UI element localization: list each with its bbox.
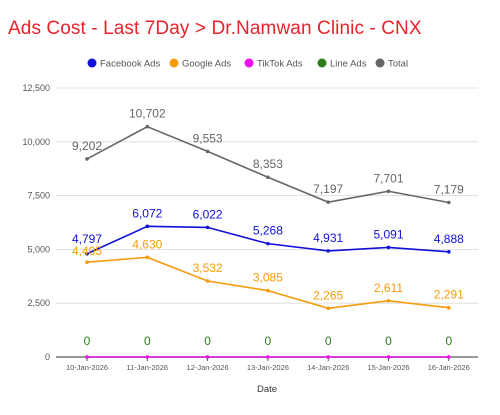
data-label-facebook-ads: 5,268 bbox=[253, 224, 283, 238]
data-point-total bbox=[447, 200, 451, 205]
legend-marker-line-ads bbox=[317, 58, 327, 68]
x-tick-label: 16-Jan-2026 bbox=[428, 363, 470, 372]
data-label-facebook-ads: 6,072 bbox=[132, 206, 162, 220]
x-tick-label: 13-Jan-2026 bbox=[247, 363, 289, 372]
data-point-tiktok-ads bbox=[85, 355, 89, 359]
legend-marker-google-ads bbox=[169, 58, 179, 68]
data-point-total bbox=[145, 124, 150, 129]
data-point-tiktok-ads bbox=[326, 355, 331, 359]
x-axis-title: Date bbox=[257, 384, 277, 395]
data-label-google-ads: 3,085 bbox=[253, 271, 283, 285]
data-point-facebook-ads bbox=[145, 224, 150, 229]
data-point-facebook-ads bbox=[386, 245, 391, 250]
data-label-line-ads: 0 bbox=[445, 334, 452, 348]
data-label-line-ads: 0 bbox=[385, 334, 392, 348]
y-tick-label: 5,000 bbox=[27, 244, 50, 254]
legend-marker-facebook-ads bbox=[87, 58, 97, 68]
data-point-tiktok-ads bbox=[266, 355, 270, 359]
data-point-google-ads bbox=[447, 305, 451, 310]
data-label-line-ads: 0 bbox=[84, 334, 91, 348]
data-point-tiktok-ads bbox=[145, 355, 150, 359]
y-tick-label: 12,500 bbox=[22, 83, 50, 93]
data-label-line-ads: 0 bbox=[204, 334, 211, 348]
legend-label-tiktok-ads: TikTok Ads bbox=[257, 59, 303, 70]
data-point-tiktok-ads bbox=[205, 355, 210, 359]
data-point-facebook-ads bbox=[85, 251, 89, 256]
data-label-facebook-ads: 4,888 bbox=[434, 232, 464, 246]
data-label-facebook-ads: 4,797 bbox=[72, 232, 102, 246]
x-tick-label: 15-Jan-2026 bbox=[367, 363, 409, 372]
y-tick-label: 0 bbox=[45, 352, 50, 362]
data-label-total: 9,202 bbox=[72, 139, 102, 153]
data-point-facebook-ads bbox=[326, 249, 331, 253]
x-tick-label: 10-Jan-2026 bbox=[66, 363, 108, 372]
legend-marker-total bbox=[375, 58, 385, 68]
data-label-google-ads: 4,405 bbox=[72, 244, 102, 258]
data-label-total: 7,179 bbox=[434, 183, 464, 197]
y-tick-label: 2,500 bbox=[27, 298, 50, 308]
data-label-total: 10,702 bbox=[129, 107, 166, 121]
data-point-tiktok-ads bbox=[386, 355, 391, 359]
data-point-google-ads bbox=[85, 260, 89, 265]
data-point-total bbox=[386, 189, 391, 194]
data-label-total: 9,553 bbox=[193, 131, 223, 145]
data-label-total: 7,197 bbox=[313, 182, 343, 196]
chart-title: Ads Cost - Last 7Day > Dr.Namwan Clinic … bbox=[8, 18, 422, 39]
legend-label-facebook-ads: Facebook Ads bbox=[100, 59, 160, 70]
data-label-total: 8,353 bbox=[253, 157, 283, 171]
data-point-google-ads bbox=[145, 255, 150, 260]
x-tick-label: 11-Jan-2026 bbox=[127, 363, 169, 372]
data-label-google-ads: 3,532 bbox=[193, 261, 223, 275]
legend-marker-tiktok-ads bbox=[244, 58, 254, 68]
y-tick-label: 10,000 bbox=[22, 137, 50, 147]
data-point-google-ads bbox=[205, 279, 210, 283]
data-label-total: 7,701 bbox=[373, 171, 403, 185]
data-label-google-ads: 2,265 bbox=[313, 288, 343, 302]
data-point-facebook-ads bbox=[205, 225, 210, 230]
x-tick-label: 12-Jan-2026 bbox=[187, 363, 229, 372]
data-label-line-ads: 0 bbox=[325, 334, 332, 348]
legend-label-total: Total bbox=[388, 59, 408, 70]
data-point-facebook-ads bbox=[266, 241, 270, 246]
data-label-facebook-ads: 5,091 bbox=[373, 227, 403, 241]
data-label-google-ads: 2,611 bbox=[374, 281, 403, 295]
data-label-google-ads: 2,291 bbox=[434, 288, 464, 302]
data-point-total bbox=[266, 175, 270, 180]
legend-label-line-ads: Line Ads bbox=[330, 59, 367, 70]
y-tick-label: 7,500 bbox=[27, 191, 50, 201]
data-point-total bbox=[326, 200, 331, 204]
x-tick-label: 14-Jan-2026 bbox=[307, 363, 349, 372]
data-point-total bbox=[205, 149, 210, 154]
data-point-google-ads bbox=[326, 306, 331, 311]
data-label-facebook-ads: 6,022 bbox=[193, 207, 223, 221]
data-label-facebook-ads: 4,931 bbox=[313, 231, 343, 245]
data-point-google-ads bbox=[266, 288, 270, 293]
data-point-google-ads bbox=[386, 299, 391, 303]
data-label-google-ads: 4,630 bbox=[132, 237, 162, 251]
data-point-facebook-ads bbox=[447, 250, 451, 254]
data-point-tiktok-ads bbox=[447, 355, 451, 359]
data-label-line-ads: 0 bbox=[265, 334, 272, 348]
data-point-total bbox=[85, 157, 89, 161]
data-label-line-ads: 0 bbox=[144, 334, 151, 348]
legend-label-google-ads: Google Ads bbox=[182, 59, 231, 70]
